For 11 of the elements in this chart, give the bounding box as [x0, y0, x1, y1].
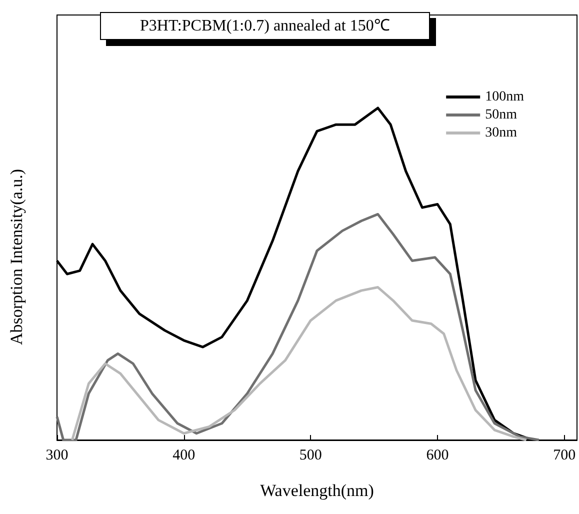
x-axis-title: Wavelength(nm) [260, 481, 374, 500]
y-axis-title: Absorption Intensity(a.u.) [7, 168, 26, 346]
legend-label: 100nm [485, 90, 524, 104]
x-tick-label: 600 [426, 448, 449, 464]
x-tick-label: 400 [172, 448, 196, 464]
x-tick-label: 500 [299, 448, 322, 464]
x-tick-label: 700 [553, 448, 576, 464]
chart-title: P3HT:PCBM(1:0.7) annealed at 150℃ [140, 18, 390, 34]
legend-label: 50nm [485, 108, 518, 122]
x-tick-label: 300 [46, 448, 68, 464]
legend-label: 30nm [485, 126, 518, 140]
